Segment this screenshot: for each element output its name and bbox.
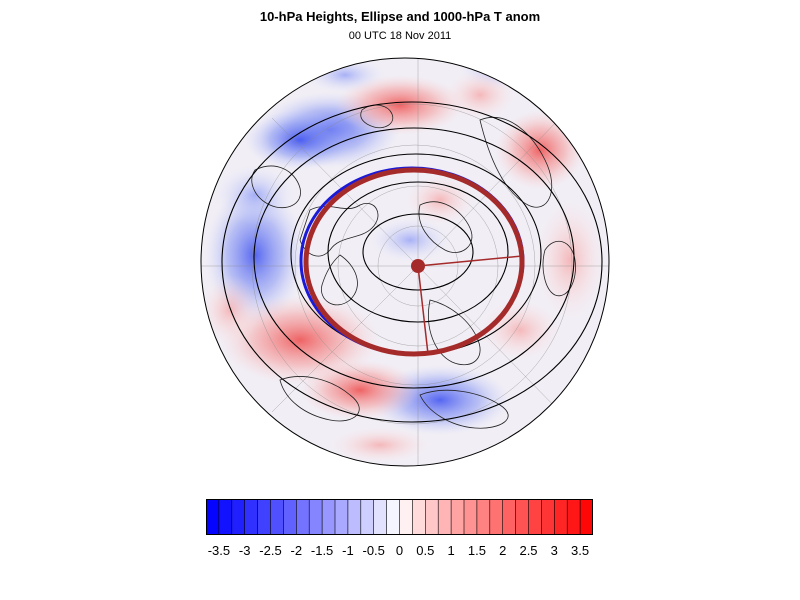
colorbar-bin xyxy=(218,499,233,535)
colorbar-tick-label: 3.5 xyxy=(571,543,590,558)
colorbar-bin xyxy=(321,499,336,535)
colorbar-bin xyxy=(283,499,297,535)
height-contour xyxy=(362,213,474,291)
colorbar-bin xyxy=(541,499,555,535)
colorbar-tick-label: -1 xyxy=(342,543,354,558)
colorbar-bin xyxy=(437,499,452,535)
anomaly-patch xyxy=(300,360,420,420)
height-contour xyxy=(253,127,575,389)
colorbar-tick-label: 0.5 xyxy=(416,543,435,558)
height-contour xyxy=(327,181,509,323)
colorbar-bin xyxy=(386,499,401,535)
colorbar-bin xyxy=(399,499,413,535)
height-contour xyxy=(221,101,603,423)
colorbar-bin xyxy=(476,499,491,535)
colorbar-tick-label: -2 xyxy=(290,543,303,558)
ellipse-overlay xyxy=(303,167,525,357)
colorbar-tick-label: 2.5 xyxy=(519,543,538,558)
colorbar-bin xyxy=(528,499,542,535)
colorbar-bin xyxy=(566,499,581,535)
colorbar-bin xyxy=(231,499,246,535)
colorbar-bin xyxy=(489,499,504,535)
coastlines xyxy=(251,104,576,429)
colorbar-bin xyxy=(579,499,593,535)
ellipse-axis xyxy=(417,255,523,267)
globe-outline xyxy=(200,57,610,467)
colorbar-bin xyxy=(347,499,362,535)
colorbar-frame xyxy=(206,499,593,535)
chart-title: 10-hPa Heights, Ellipse and 1000-hPa T a… xyxy=(259,9,541,24)
colorbar-tick-label: 1 xyxy=(447,543,455,558)
height-contours xyxy=(221,101,603,423)
ellipse-axis xyxy=(417,265,429,355)
anomaly-patch xyxy=(535,200,605,320)
anomaly-patch xyxy=(215,165,295,225)
colorbar-bin xyxy=(257,499,272,535)
colorbar-bin xyxy=(450,499,465,535)
colorbar xyxy=(206,499,593,535)
anomaly-patch xyxy=(245,110,355,170)
colorbar-tick-label: -0.5 xyxy=(362,543,385,558)
colorbar-tick-label: -1.5 xyxy=(310,543,334,558)
colorbar-bin xyxy=(334,499,349,535)
colorbar-bin xyxy=(502,499,517,535)
colorbar-bin xyxy=(553,499,568,535)
colorbar-bin xyxy=(296,499,310,535)
chart-subtitle: 00 UTC 18 Nov 2011 xyxy=(348,30,452,42)
colorbar-bin xyxy=(360,499,375,535)
colorbar-bin xyxy=(425,499,439,535)
colorbar-tick-label: 2 xyxy=(499,543,507,558)
anomaly-patch xyxy=(370,218,450,262)
colorbar-tick-label: -2.5 xyxy=(259,543,282,558)
colorbar-bin xyxy=(515,499,530,535)
colorbar-bin xyxy=(270,499,284,535)
colorbar-bin xyxy=(463,499,478,535)
colorbar-bin xyxy=(412,499,426,535)
colorbar-bin xyxy=(373,499,388,535)
colorbar-tick-label: -3 xyxy=(238,543,251,558)
colorbar-tick-label: -3.5 xyxy=(207,543,231,558)
colorbar-bin xyxy=(206,499,220,535)
anomaly-patch xyxy=(330,427,430,463)
colorbar-tick-label: 3 xyxy=(550,543,558,558)
colorbar-bin xyxy=(244,499,259,535)
ellipse-center-marker xyxy=(411,259,425,273)
colorbar-tick-label: 1.5 xyxy=(467,543,486,558)
anomaly-patch xyxy=(405,175,475,225)
colorbar-tick-label: 0 xyxy=(395,543,404,558)
anomaly-patch xyxy=(335,75,465,135)
colorbar-bin xyxy=(308,499,323,535)
anomaly-patch xyxy=(201,275,260,345)
